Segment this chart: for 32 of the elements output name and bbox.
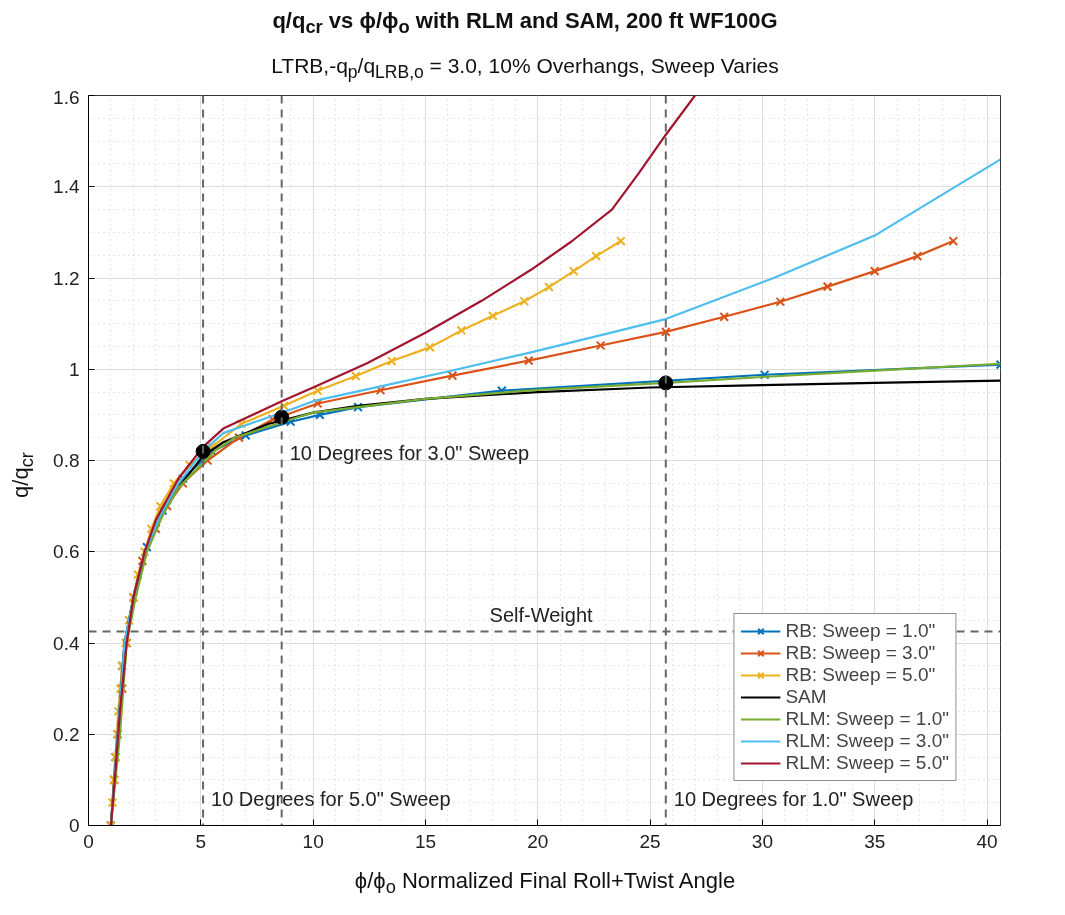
legend-label: RLM: Sweep = 5.0" [785,751,949,774]
x-tick-label: 15 [414,830,437,852]
x-tick-label: 0 [83,830,94,852]
y-tick-label: 1.4 [53,176,80,197]
x-tick-label: 40 [976,830,998,852]
legend-label: RB: Sweep = 1.0" [785,619,936,642]
legend-label: SAM [785,685,827,708]
chart-title: q/q$_{cr}$ vs ϕ/ϕ$_{o}$ with RLM and SAM, 200 ft WF100G [271,7,779,40]
y-tick-label: 0 [68,814,80,836]
y-tick-label: 1.6 [53,86,80,108]
x-tick-label: 25 [639,830,661,852]
y-tick-label: 0.2 [53,723,80,745]
x-tick-label: 35 [864,830,886,852]
legend-label: RLM: Sweep = 1.0" [785,707,949,730]
x-tick-label: 10 [302,830,324,852]
y-tick-label: 0.4 [53,632,80,654]
annotation: 10 Degrees for 5.0" Sweep [211,788,451,811]
x-tick-label: 30 [751,830,773,852]
annotation: 10 Degrees for 3.0" Sweep [289,441,530,464]
legend-label: RLM: Sweep = 3.0" [785,729,949,752]
legend-label: RB: Sweep = 3.0" [785,641,936,664]
x-axis-title: ϕ/ϕ$_{o}$ Normalized Final Roll+Twist Angle [353,866,737,900]
y-tick-label: 1.2 [53,267,80,289]
y-tick-label: 0.8 [53,449,80,471]
legend-label: RB: Sweep = 5.0" [785,663,936,686]
x-tick-label: 5 [195,830,207,852]
y-tick-label: 1 [68,358,80,380]
chart-subtitle: LTRB,-q$_{p}$/q$_{LRB,o}$ = 3.0, 10% Overhangs, Sweep Varies [270,52,780,84]
annotation: Self-Weight [489,603,594,626]
x-tick-label: 20 [527,830,549,852]
y-tick-label: 0.6 [53,541,80,562]
annotation: 10 Degrees for 1.0" Sweep [673,788,914,811]
